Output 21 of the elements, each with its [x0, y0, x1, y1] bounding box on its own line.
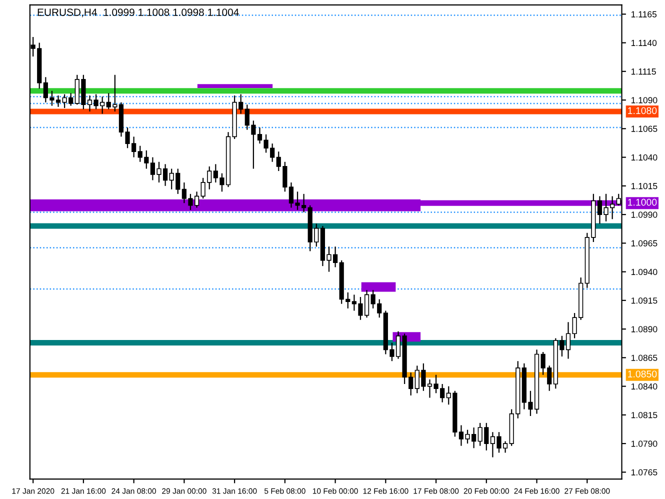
y-tick-label: 1.0915 [631, 297, 658, 304]
y-tick-label: 1.0940 [631, 268, 658, 276]
y-tick-label: 1.0890 [631, 326, 658, 332]
y-tick-label: 1.1065 [631, 126, 658, 132]
y-tick-label: 1.1115 [631, 68, 656, 75]
y-tick-label: 1.1040 [631, 154, 658, 161]
ref-line-label: 1.1000 [628, 198, 657, 206]
ref-line-label: 1.1080 [628, 107, 657, 114]
y-tick-label: 1.1090 [631, 97, 658, 104]
y-tick-label: 1.0965 [631, 240, 658, 246]
y-tick-label: 1.0840 [631, 383, 658, 390]
y-tick-label: 1.0865 [631, 354, 658, 361]
y-tick-label: 1.1165 [631, 11, 657, 18]
y-tick-label: 1.1140 [631, 40, 657, 46]
ref-line-label: 1.0850 [628, 370, 657, 378]
y-tick-label: 1.1015 [631, 182, 658, 190]
chart-title: EURUSD,H4 1.0999 1.1008 1.0998 1.1004 [38, 8, 239, 18]
y-tick-label: 1.0765 [631, 469, 658, 476]
y-tick-label: 1.0790 [631, 440, 658, 447]
y-tick-label: 1.0815 [631, 412, 658, 418]
y-tick-label: 1.0990 [631, 212, 658, 218]
